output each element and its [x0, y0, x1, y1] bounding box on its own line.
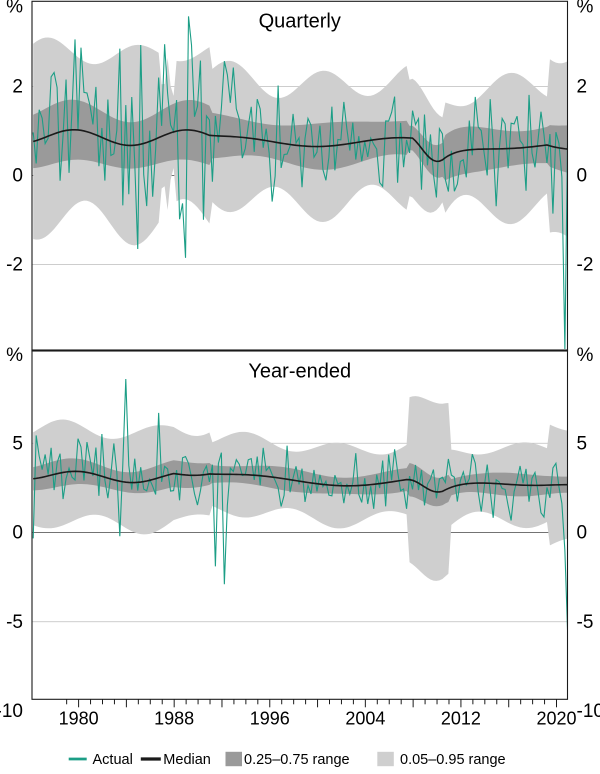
svg-text:-10: -10	[577, 701, 600, 722]
svg-text:%: %	[577, 0, 594, 17]
svg-text:%: %	[577, 345, 594, 366]
svg-text:5: 5	[577, 433, 588, 454]
svg-text:-5: -5	[577, 612, 594, 633]
svg-text:1988: 1988	[154, 708, 194, 728]
svg-text:2: 2	[12, 77, 23, 98]
svg-text:2004: 2004	[345, 708, 385, 728]
svg-text:0: 0	[577, 166, 588, 187]
svg-text:-2: -2	[577, 255, 594, 276]
svg-text:Median: Median	[163, 752, 211, 768]
svg-text:0: 0	[12, 166, 23, 187]
svg-text:2: 2	[577, 77, 588, 98]
svg-text:-2: -2	[6, 255, 23, 276]
svg-text:1980: 1980	[59, 708, 99, 728]
svg-text:0.05–0.95 range: 0.05–0.95 range	[400, 752, 506, 768]
svg-text:2012: 2012	[441, 708, 481, 728]
svg-text:Year-ended: Year-ended	[248, 361, 351, 383]
svg-text:5: 5	[12, 433, 23, 454]
svg-text:Quarterly: Quarterly	[259, 11, 341, 33]
svg-text:Actual: Actual	[93, 752, 133, 768]
svg-text:-5: -5	[6, 612, 23, 633]
svg-text:%: %	[6, 0, 23, 17]
svg-text:0: 0	[577, 523, 588, 544]
svg-text:-10: -10	[0, 701, 23, 722]
svg-text:0.25–0.75 range: 0.25–0.75 range	[244, 752, 350, 768]
svg-text:2020: 2020	[536, 708, 576, 728]
svg-text:1996: 1996	[250, 708, 290, 728]
svg-text:0: 0	[12, 523, 23, 544]
svg-text:%: %	[6, 345, 23, 366]
